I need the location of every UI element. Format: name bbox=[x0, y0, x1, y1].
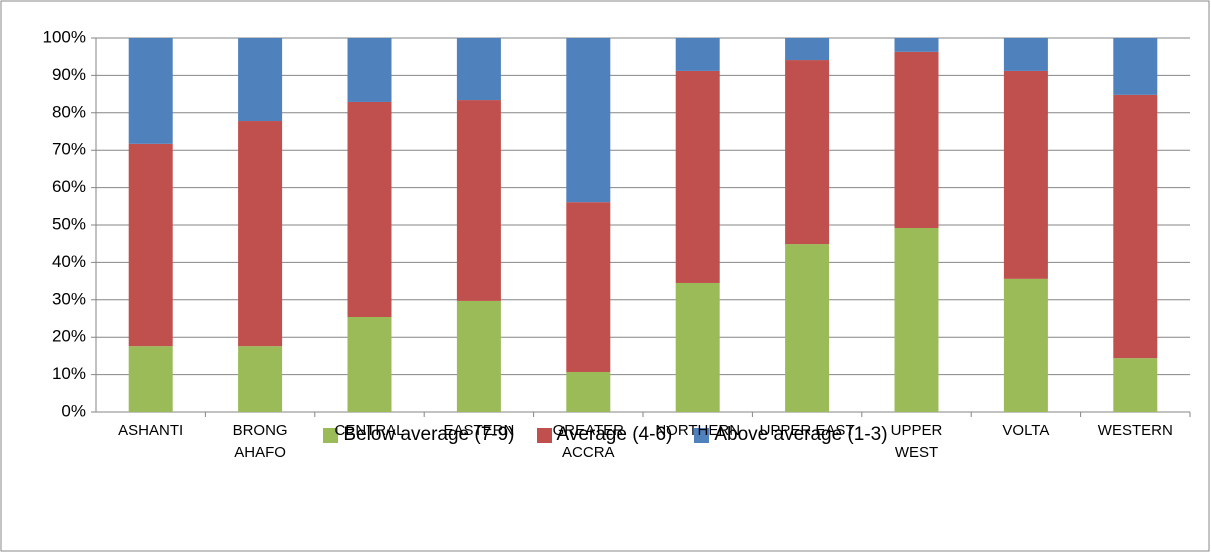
bar-segment bbox=[128, 143, 173, 347]
legend-label: Average (4-6) bbox=[556, 424, 673, 445]
x-tick-label: EASTERN bbox=[443, 422, 515, 439]
bar-segment bbox=[347, 317, 392, 412]
legend-item: Above average (1-3) bbox=[694, 424, 888, 446]
y-tick-label: 70% bbox=[52, 140, 86, 159]
bar-segment bbox=[1113, 38, 1158, 95]
legend-item: Average (4-6) bbox=[536, 424, 673, 446]
bar-segment bbox=[675, 38, 720, 71]
legend-item: Below average (7-9) bbox=[323, 424, 515, 446]
y-tick-label: 80% bbox=[52, 102, 86, 121]
bar-segment bbox=[128, 38, 173, 144]
y-tick-label: 40% bbox=[52, 252, 86, 271]
bar-segment bbox=[456, 100, 501, 301]
bar-segment bbox=[347, 38, 392, 102]
bar-segment bbox=[1113, 94, 1158, 359]
x-tick-label: ASHANTI bbox=[118, 422, 184, 439]
y-tick-label: 30% bbox=[52, 289, 86, 308]
x-tick-label: WESTERN bbox=[1097, 422, 1173, 439]
bar-segment bbox=[566, 202, 611, 372]
legend: Below average (7-9) Average (4-6) Above av… bbox=[0, 424, 1211, 446]
bar-segment bbox=[238, 38, 283, 122]
bar-segment bbox=[1003, 70, 1048, 279]
x-tick-label: VOLTA bbox=[1002, 422, 1050, 439]
legend-label: Below average (7-9) bbox=[343, 424, 515, 445]
y-tick-label: 100% bbox=[43, 27, 86, 46]
y-tick-label: 20% bbox=[52, 327, 86, 346]
y-tick-label: 90% bbox=[52, 65, 86, 84]
y-tick-label: 0% bbox=[61, 401, 86, 420]
y-tick-label: 60% bbox=[52, 177, 86, 196]
bar-segment bbox=[566, 38, 611, 203]
bar-segment bbox=[675, 70, 720, 283]
legend-swatch bbox=[694, 427, 710, 443]
bar-segment bbox=[1003, 38, 1048, 71]
bar-segment bbox=[1003, 278, 1048, 412]
bar-segment bbox=[238, 346, 283, 412]
bar-segment bbox=[785, 244, 830, 412]
bar-segment bbox=[894, 227, 939, 412]
x-tick-label: UPPER EAST bbox=[759, 422, 855, 439]
bar-segment bbox=[894, 38, 939, 52]
bar-segment bbox=[456, 38, 501, 101]
bar-segment bbox=[128, 346, 173, 412]
bar-segment bbox=[675, 282, 720, 412]
bar-segment bbox=[894, 51, 939, 228]
x-tick-label: GREATER ACCRA bbox=[552, 422, 624, 461]
y-tick-label: 50% bbox=[52, 214, 86, 233]
bar-segment bbox=[785, 38, 830, 61]
legend-swatch bbox=[536, 427, 552, 443]
legend-label: Above average (1-3) bbox=[714, 424, 888, 445]
bar-segment bbox=[785, 60, 830, 245]
x-tick-label: CENTRAL bbox=[334, 422, 405, 439]
bar-segment bbox=[456, 300, 501, 412]
bar-segment bbox=[1113, 358, 1158, 412]
x-tick-label: NORTHERN bbox=[655, 422, 741, 439]
y-tick-label: 10% bbox=[52, 364, 86, 383]
bar-segment bbox=[347, 101, 392, 318]
legend-swatch bbox=[323, 427, 339, 443]
bar-segment bbox=[566, 371, 611, 412]
x-tick-label: UPPER WEST bbox=[890, 422, 943, 461]
bar-segment bbox=[238, 121, 283, 347]
x-tick-label: BRONG AHAFO bbox=[232, 422, 288, 461]
